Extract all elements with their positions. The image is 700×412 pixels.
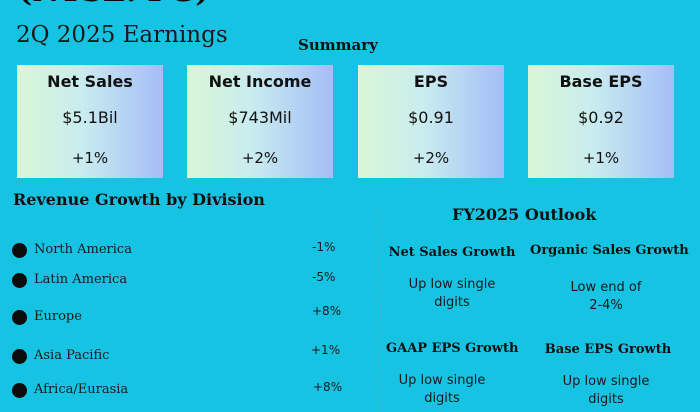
company-ticker: (NYSE: PG) xyxy=(18,0,209,9)
division-row-latin-america: Latin America -5% xyxy=(12,270,352,290)
division-name: Asia Pacific xyxy=(34,348,110,363)
division-row-africa-eurasia: Africa/Eurasia +8% xyxy=(12,380,352,400)
bullet-icon xyxy=(12,273,27,288)
outlook-item-line: digits xyxy=(424,391,460,406)
division-growth: +8% xyxy=(313,380,343,394)
outlook-item-heading: GAAP EPS Growth xyxy=(386,341,519,356)
section-divider xyxy=(377,212,378,412)
page-title: 2Q 2025 Earnings xyxy=(16,22,228,48)
card-change: +2% xyxy=(241,149,279,167)
card-value: $743Mil xyxy=(228,108,292,127)
outlook-item-heading: Base EPS Growth xyxy=(544,342,672,357)
division-growth: +1% xyxy=(311,343,341,357)
bullet-icon xyxy=(12,349,27,364)
division-growth: -1% xyxy=(312,240,336,254)
card-change: +1% xyxy=(71,149,109,167)
card-value: $5.1Bil xyxy=(62,108,118,127)
net-sales-card: Net Sales $5.1Bil +1% xyxy=(17,65,163,178)
outlook-item-line: Up low single xyxy=(398,373,486,388)
outlook-item-heading: Net Sales Growth xyxy=(388,245,516,260)
outlook-item-value: Low end of 2-4% xyxy=(540,279,672,315)
card-value: $0.92 xyxy=(578,108,624,127)
outlook-item-heading: Organic Sales Growth xyxy=(530,243,689,258)
base-eps-card: Base EPS $0.92 +1% xyxy=(528,65,674,178)
card-change: +2% xyxy=(412,149,450,167)
summary-heading: Summary xyxy=(298,36,378,54)
division-row-europe: Europe +8% xyxy=(12,304,352,327)
division-row-north-america: North America -1% xyxy=(12,240,352,260)
outlook-item-value: Up low single digits xyxy=(540,373,672,409)
bullet-icon xyxy=(12,310,27,325)
division-name: Europe xyxy=(34,309,82,324)
outlook-item-value: Up low single digits xyxy=(376,372,508,408)
net-income-card: Net Income $743Mil +2% xyxy=(187,65,333,178)
outlook-item-line: Low end of xyxy=(570,280,642,295)
outlook-item-line: digits xyxy=(588,392,624,407)
division-growth: -5% xyxy=(312,270,336,284)
outlook-item-value: Up low single digits xyxy=(386,276,518,312)
card-title: EPS xyxy=(413,72,449,91)
bullet-icon xyxy=(12,383,27,398)
card-title: Net Sales xyxy=(47,72,133,91)
outlook-item-line: Up low single xyxy=(562,374,650,389)
division-growth: +8% xyxy=(312,304,342,318)
division-name: North America xyxy=(34,242,132,257)
division-row-asia-pacific: Asia Pacific +1% xyxy=(12,343,352,366)
division-name: Africa/Eurasia xyxy=(34,382,129,397)
card-title: Net Income xyxy=(208,72,312,91)
division-name: Latin America xyxy=(34,272,128,287)
card-title: Base EPS xyxy=(559,72,643,91)
outlook-item-line: 2-4% xyxy=(589,298,623,313)
bullet-icon xyxy=(12,243,27,258)
card-value: $0.91 xyxy=(408,108,454,127)
outlook-item-line: digits xyxy=(434,295,470,310)
outlook-heading: FY2025 Outlook xyxy=(452,205,597,224)
outlook-item-line: Up low single xyxy=(408,277,496,292)
revenue-growth-heading: Revenue Growth by Division xyxy=(13,190,265,209)
card-change: +1% xyxy=(582,149,620,167)
eps-card: EPS $0.91 +2% xyxy=(358,65,504,178)
